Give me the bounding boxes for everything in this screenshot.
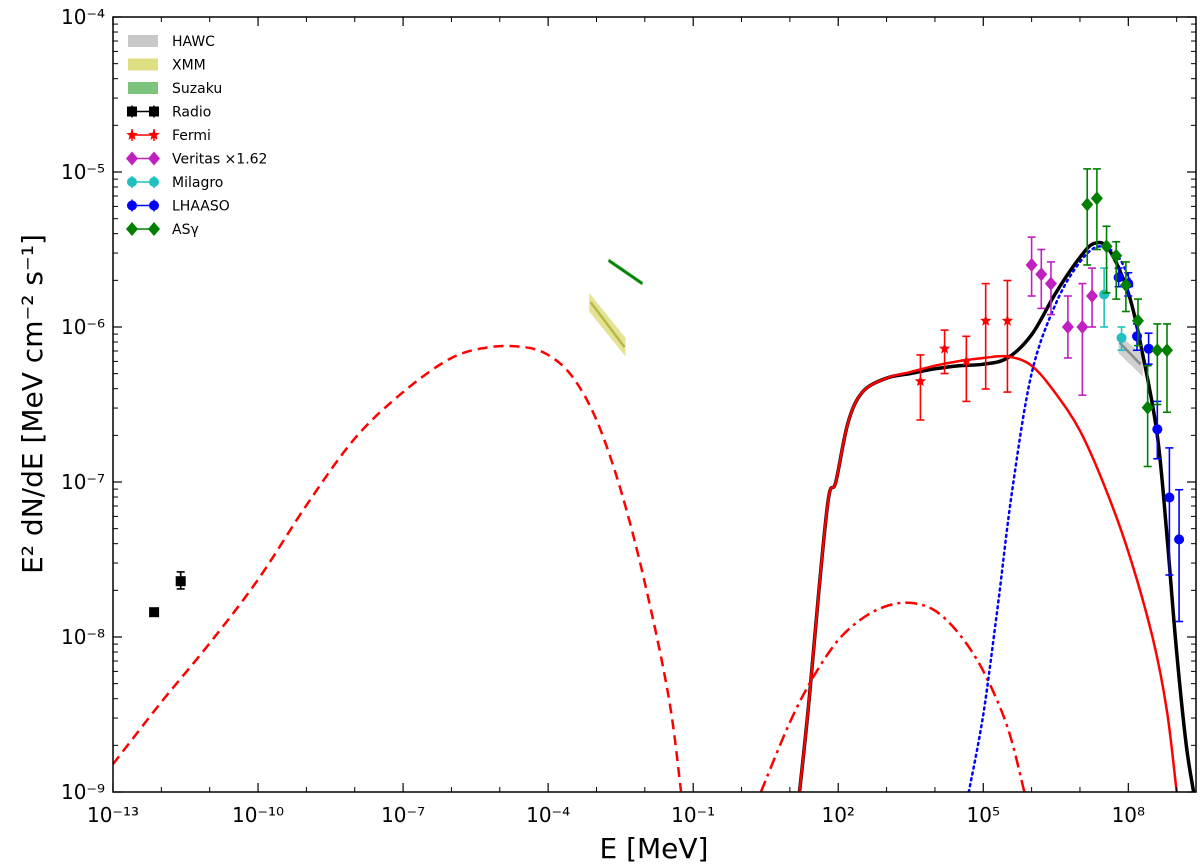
as-point-4 bbox=[1119, 278, 1132, 293]
as-point-5 bbox=[1131, 313, 1144, 328]
legend-xmm-label: XMM bbox=[172, 58, 206, 74]
x-tick-label-1: 10⁻¹⁰ bbox=[232, 803, 284, 827]
as-point-3 bbox=[1110, 248, 1123, 263]
legend-hawc-swatch bbox=[128, 35, 158, 47]
x-tick-label-6: 10⁵ bbox=[967, 803, 1000, 827]
lhaaso-point-4 bbox=[1152, 424, 1163, 435]
legend-milagro-label: Milagro bbox=[172, 175, 223, 191]
y-tick-label-2: 10⁻⁷ bbox=[61, 470, 105, 494]
lhaaso-point-0 bbox=[1113, 272, 1124, 283]
legend-lhaaso-marker-0 bbox=[127, 200, 137, 211]
y-tick-label-5: 10⁻⁴ bbox=[61, 5, 105, 29]
legend-fermi-marker-0 bbox=[126, 129, 138, 140]
lhaaso-point-6 bbox=[1174, 534, 1185, 545]
legend-radio-marker-1 bbox=[149, 106, 159, 117]
x-tick-label-5: 10² bbox=[821, 803, 854, 827]
y-tick-label-0: 10⁻⁹ bbox=[61, 780, 105, 804]
x-tick-label-2: 10⁻⁷ bbox=[381, 803, 425, 827]
legend-veritas-1-62-label: Veritas ×1.62 bbox=[172, 152, 267, 168]
y-axis-label: E² dN/dE [MeV cm⁻² s⁻¹] bbox=[16, 234, 49, 574]
legend-radio-marker-0 bbox=[127, 106, 137, 117]
plot-background bbox=[113, 17, 1196, 792]
hawc-band-line bbox=[1118, 341, 1142, 366]
legend-as-marker-1 bbox=[148, 222, 160, 236]
x-tick-label-7: 10⁸ bbox=[1112, 803, 1145, 827]
fermi-point-3 bbox=[980, 314, 992, 326]
legend: HAWC XMM Suzaku Radio Fermi Veritas ×1.62 Mila… bbox=[126, 34, 267, 238]
lhaaso-point-5 bbox=[1164, 492, 1175, 503]
legend-fermi-marker-1 bbox=[148, 129, 160, 140]
fermi-point-0 bbox=[914, 375, 927, 387]
veritas-1-62-point-4 bbox=[1076, 320, 1089, 334]
veritas-1-62-point-3 bbox=[1061, 320, 1074, 334]
milagro-point-1 bbox=[1116, 332, 1127, 343]
plot-frame bbox=[112, 16, 1197, 793]
legend-milagro-marker-0 bbox=[127, 177, 137, 187]
veritas-1-62-point-1 bbox=[1035, 267, 1048, 282]
as-point-1 bbox=[1090, 191, 1103, 206]
fermi-point-1 bbox=[938, 342, 951, 354]
as-point-6 bbox=[1141, 400, 1154, 415]
suzaku-band-line bbox=[607, 259, 644, 285]
lhaaso-point-3 bbox=[1143, 343, 1154, 354]
legend-xmm-swatch bbox=[128, 58, 158, 71]
x-tick-label-0: 10⁻¹³ bbox=[87, 803, 139, 827]
as-point-2 bbox=[1100, 239, 1113, 254]
synchrotron-curve bbox=[113, 344, 683, 792]
x-axis-label: E [MeV] bbox=[600, 832, 709, 865]
legend-lhaaso-label: LHAASO bbox=[172, 199, 230, 215]
x-tick-label-3: 10⁻⁴ bbox=[526, 803, 570, 827]
legend-as-label: ASγ bbox=[172, 222, 199, 238]
y-tick-label-3: 10⁻⁶ bbox=[61, 315, 105, 339]
legend-as-marker-0 bbox=[126, 222, 138, 236]
lhaaso-point-2 bbox=[1132, 331, 1143, 342]
legend-fermi-label: Fermi bbox=[172, 128, 211, 144]
veritas-1-62-point-2 bbox=[1044, 276, 1057, 291]
fermi-point-2 bbox=[960, 355, 973, 366]
legend-veritas-1-62-marker-1 bbox=[148, 151, 160, 166]
as-point-0 bbox=[1081, 197, 1094, 212]
legend-hawc-label: HAWC bbox=[172, 34, 215, 50]
legend-suzaku-label: Suzaku bbox=[172, 81, 222, 97]
as-point-8 bbox=[1160, 343, 1173, 358]
as-point-7 bbox=[1151, 343, 1164, 358]
legend-lhaaso-marker-1 bbox=[149, 200, 159, 211]
x-tick-label-4: 10⁻¹ bbox=[671, 803, 715, 827]
y-tick-label-1: 10⁻⁸ bbox=[61, 625, 105, 649]
y-tick-label-4: 10⁻⁵ bbox=[61, 160, 105, 184]
veritas-1-62-point-0 bbox=[1025, 258, 1038, 272]
inverse-compton-curve bbox=[798, 354, 1178, 792]
radio-point-1 bbox=[175, 576, 186, 587]
legend-veritas-1-62-marker-0 bbox=[126, 151, 138, 166]
legend-milagro-marker-1 bbox=[149, 177, 159, 187]
veritas-1-62-point-5 bbox=[1086, 289, 1099, 303]
xmm-band-line bbox=[589, 301, 626, 348]
milagro-point-0 bbox=[1099, 289, 1110, 300]
fermi-point-4 bbox=[1001, 314, 1014, 326]
legend-radio-label: Radio bbox=[172, 105, 211, 121]
legend-suzaku-swatch bbox=[128, 82, 158, 94]
radio-point-0 bbox=[149, 607, 160, 618]
